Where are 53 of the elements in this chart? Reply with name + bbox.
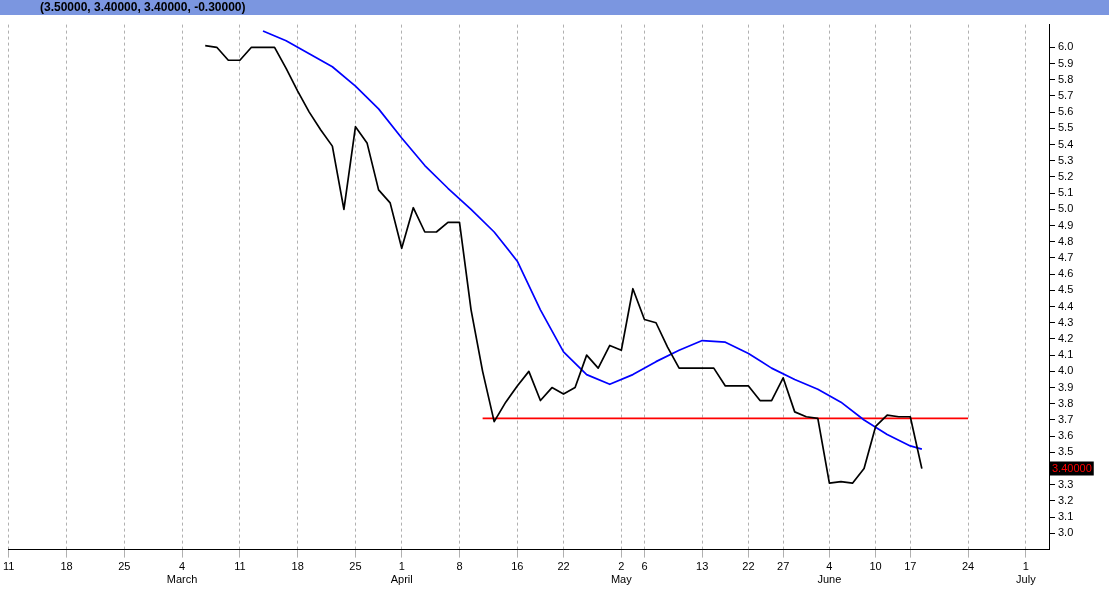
chart-title: (3.50000, 3.40000, 3.40000, -0.30000): [0, 0, 1109, 15]
x-tick-label: 17: [904, 560, 917, 573]
y-tick-label: 4.9: [1058, 218, 1074, 231]
x-tick-label: 22: [742, 560, 755, 573]
x-tick-label: 8: [456, 560, 463, 573]
y-tick-label: 3.7: [1058, 413, 1074, 425]
x-tick-label: 18: [60, 560, 73, 573]
x-tick-label: 16: [511, 560, 524, 573]
y-tick-label: 3.6: [1058, 429, 1074, 442]
y-tick-label: 3.5: [1058, 445, 1074, 458]
annotation: 3.40000: [1052, 461, 1092, 474]
x-tick-label: 11: [234, 560, 246, 573]
y-tick-label: 3.1: [1058, 510, 1074, 523]
x-tick-label: 10: [869, 560, 882, 573]
y-tick-label: 3.2: [1058, 494, 1074, 507]
y-tick-label: 5.0: [1058, 202, 1074, 215]
y-tick-label: 5.7: [1058, 88, 1074, 101]
x-tick-label: 2 May: [610, 560, 633, 586]
y-tick-label: 4.0: [1058, 364, 1074, 377]
x-tick-label: 11: [3, 560, 15, 573]
y-tick-label: 5.2: [1058, 169, 1074, 182]
x-tick-label: 22: [557, 560, 570, 573]
x-tick-label: 1 July: [1016, 560, 1037, 586]
y-tick-label: 3.9: [1058, 380, 1074, 393]
x-tick-label: 1 April: [390, 560, 413, 586]
y-tick-label: 4.5: [1058, 283, 1074, 296]
y-tick-label: 4.3: [1058, 315, 1074, 328]
y-tick-label: 6.0: [1058, 40, 1074, 53]
y-tick-label: 3.8: [1058, 396, 1074, 409]
y-tick-label: 4.6: [1058, 267, 1074, 280]
x-tick-label: 25: [118, 560, 131, 573]
x-tick-label: 18: [291, 560, 304, 573]
y-tick-label: 5.6: [1058, 105, 1074, 118]
y-tick-label: 4.7: [1058, 250, 1074, 263]
x-tick-label: 27: [777, 560, 790, 573]
x-tick-label: 6: [641, 560, 648, 573]
x-tick-label: 13: [696, 560, 709, 573]
y-tick-label: 4.2: [1058, 331, 1074, 344]
y-tick-label: 5.3: [1058, 153, 1074, 166]
y-tick-label: 3.0: [1058, 526, 1074, 539]
y-tick-label: 5.4: [1058, 137, 1074, 150]
y-tick-label: 5.5: [1058, 121, 1074, 134]
x-tick-label: 24: [961, 560, 975, 573]
y-tick-label: 3.3: [1058, 477, 1074, 490]
y-tick-label: 4.4: [1058, 299, 1074, 312]
x-tick-label: 4 March: [166, 560, 198, 586]
y-tick-label: 4.8: [1058, 234, 1074, 247]
y-tick-label: 5.1: [1058, 186, 1074, 199]
x-tick-label: 4 June: [817, 560, 842, 586]
y-tick-label: 4.1: [1058, 348, 1074, 361]
x-tick-label: 25: [349, 560, 362, 573]
y-tick-label: 5.9: [1058, 56, 1074, 69]
y-tick-label: 5.8: [1058, 72, 1074, 85]
